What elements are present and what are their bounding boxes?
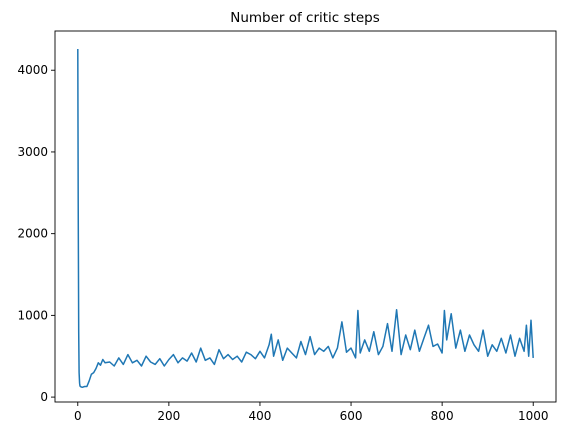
y-tick-label: 0 — [40, 390, 48, 404]
series-line-1 — [77, 48, 534, 389]
plot-area — [77, 48, 534, 389]
y-tick-label: 1000 — [17, 308, 48, 322]
x-tick-label: 400 — [249, 409, 272, 423]
x-tick-label: 0 — [74, 409, 82, 423]
axes-frame — [54, 30, 557, 403]
x-tick-label: 600 — [340, 409, 363, 423]
y-tick-label: 2000 — [17, 227, 48, 241]
y-tick-label: 3000 — [17, 145, 48, 159]
chart-title: Number of critic steps — [230, 10, 380, 26]
x-tick-label: 800 — [431, 409, 454, 423]
y-axis: 0 1000 2000 3000 4000 — [17, 63, 55, 404]
x-axis: 0 200 400 600 800 1000 — [74, 402, 549, 423]
y-tick-label: 4000 — [17, 63, 48, 77]
x-tick-label: 200 — [157, 409, 180, 423]
x-tick-label: 1000 — [518, 409, 549, 423]
